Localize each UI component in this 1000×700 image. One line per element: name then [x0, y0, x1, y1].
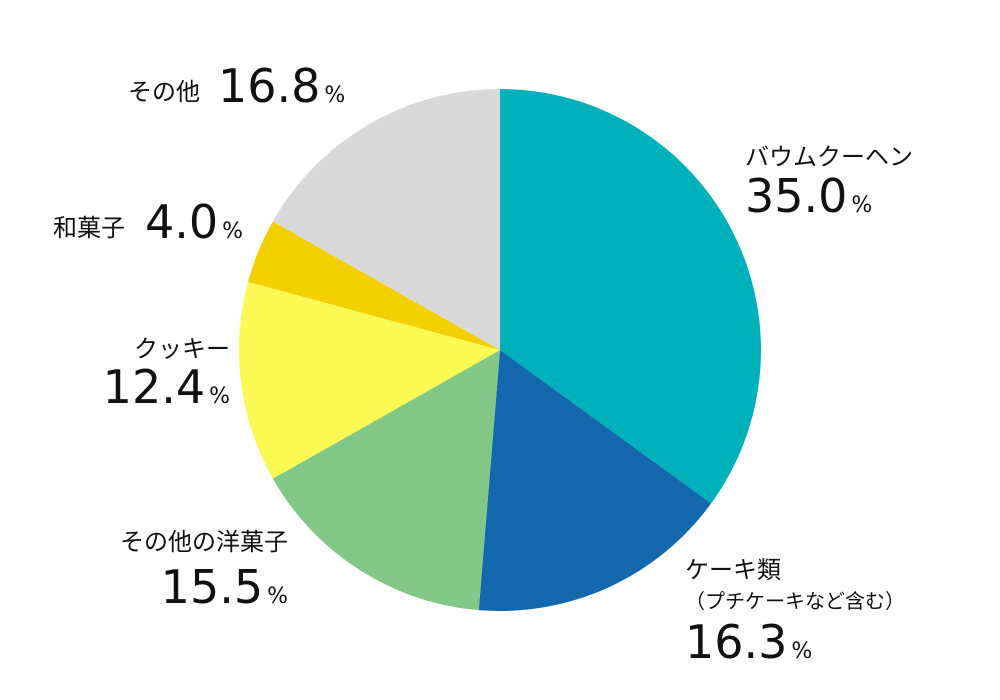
pie-slice: [500, 89, 761, 504]
value-label: 16.3%: [685, 615, 812, 669]
pie-slice: [248, 221, 500, 350]
pie-slice: [272, 350, 500, 611]
pie-slice: [272, 89, 500, 350]
slice-label: ケーキ類: [685, 556, 781, 584]
slice-label: その他: [128, 78, 200, 106]
value-label: 35.0%: [745, 169, 872, 223]
pie-slice: [238, 281, 500, 479]
value-label: 12.4%: [103, 360, 230, 414]
pie-slice: [478, 350, 712, 611]
value-label: 15.5%: [161, 560, 288, 614]
slice-note: （プチケーキなど含む）: [685, 589, 905, 613]
slice-label: その他の洋菓子: [120, 528, 288, 556]
slice-label: バウムクーヘン: [745, 143, 913, 171]
slice-label: 和菓子: [53, 214, 125, 242]
value-label: 16.8%: [218, 59, 345, 113]
value-label: 4.0%: [145, 195, 243, 249]
slice-label: クッキー: [134, 335, 230, 363]
